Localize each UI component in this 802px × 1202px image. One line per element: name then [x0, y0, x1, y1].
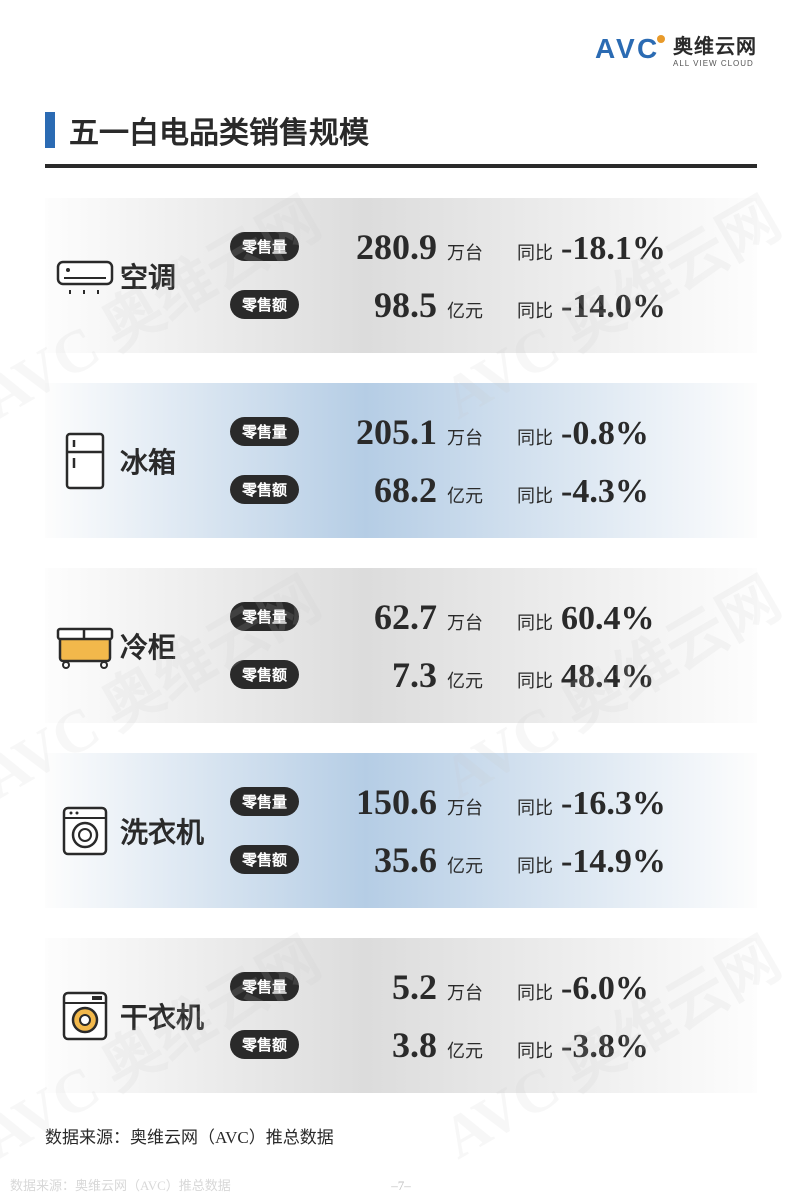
category-name: 干衣机	[120, 996, 230, 1036]
volume-yoy: -16.3%	[561, 785, 666, 823]
sales-unit: 亿元	[447, 852, 497, 878]
volume-value: 62.7	[307, 596, 437, 638]
yoy-label: 同比	[517, 852, 553, 878]
sales-unit: 亿元	[447, 297, 497, 323]
pill-volume: 零售量	[230, 602, 299, 631]
category-name: 冷柜	[120, 626, 230, 666]
page-number: –7–	[0, 1178, 802, 1194]
logo-mark-icon: A V C	[595, 32, 665, 66]
metrics: 零售量205.1万台同比-0.8%零售额68.2亿元同比-4.3%	[230, 411, 747, 511]
volume-value: 150.6	[307, 781, 437, 823]
volume-value: 205.1	[307, 411, 437, 453]
sales-value: 3.8	[307, 1024, 437, 1066]
yoy-label: 同比	[517, 239, 553, 265]
yoy-label: 同比	[517, 794, 553, 820]
category-name: 洗衣机	[120, 811, 230, 851]
volume-unit: 万台	[447, 609, 497, 635]
pill-volume: 零售量	[230, 972, 299, 1001]
title-marker	[45, 112, 55, 148]
sales-value: 35.6	[307, 839, 437, 881]
category-row: 冷柜零售量62.7万台同比60.4%零售额7.3亿元同比48.4%	[45, 568, 757, 723]
metrics: 零售量5.2万台同比-6.0%零售额3.8亿元同比-3.8%	[230, 966, 747, 1066]
sales-value: 98.5	[307, 284, 437, 326]
metric-sales: 零售额 68.2 亿元同比 -4.3%	[230, 469, 747, 511]
volume-unit: 万台	[447, 239, 497, 265]
category-row: 干衣机零售量5.2万台同比-6.0%零售额3.8亿元同比-3.8%	[45, 938, 757, 1093]
yoy-label: 同比	[517, 297, 553, 323]
category-name: 冰箱	[120, 441, 230, 481]
title-bar: 五一白电品类销售规模	[45, 108, 757, 152]
metrics: 零售量280.9万台同比-18.1%零售额98.5亿元同比-14.0%	[230, 226, 747, 326]
sales-yoy: -4.3%	[561, 473, 649, 511]
logo-en-text: ALL VIEW CLOUD	[673, 59, 757, 68]
category-name: 空调	[120, 256, 230, 296]
pill-sales: 零售额	[230, 660, 299, 689]
volume-unit: 万台	[447, 979, 497, 1005]
freezer-icon	[50, 623, 120, 669]
sales-value: 7.3	[307, 654, 437, 696]
volume-unit: 万台	[447, 794, 497, 820]
sales-yoy: -14.9%	[561, 843, 666, 881]
yoy-label: 同比	[517, 609, 553, 635]
yoy-label: 同比	[517, 482, 553, 508]
metric-sales: 零售额 7.3 亿元同比 48.4%	[230, 654, 747, 696]
sales-yoy: -14.0%	[561, 288, 666, 326]
pill-sales: 零售额	[230, 1030, 299, 1059]
pill-sales: 零售额	[230, 290, 299, 319]
yoy-label: 同比	[517, 424, 553, 450]
metric-volume: 零售量 62.7 万台同比 60.4%	[230, 596, 747, 638]
sales-unit: 亿元	[447, 667, 497, 693]
svg-text:V: V	[616, 33, 635, 64]
sales-yoy: -3.8%	[561, 1028, 649, 1066]
volume-value: 280.9	[307, 226, 437, 268]
pill-volume: 零售量	[230, 417, 299, 446]
pill-volume: 零售量	[230, 787, 299, 816]
volume-yoy: 60.4%	[561, 600, 655, 638]
page: A V C 奥维云网 ALL VIEW CLOUD 五一白电品类销售规模 空调零…	[0, 0, 802, 1202]
category-rows: 空调零售量280.9万台同比-18.1%零售额98.5亿元同比-14.0%冰箱零…	[45, 198, 757, 1093]
pill-sales: 零售额	[230, 845, 299, 874]
sales-unit: 亿元	[447, 1037, 497, 1063]
volume-yoy: -18.1%	[561, 230, 666, 268]
metric-sales: 零售额 3.8 亿元同比 -3.8%	[230, 1024, 747, 1066]
volume-unit: 万台	[447, 424, 497, 450]
pill-sales: 零售额	[230, 475, 299, 504]
metric-volume: 零售量 205.1 万台同比 -0.8%	[230, 411, 747, 453]
logo-cn-text: 奥维云网	[673, 36, 757, 58]
yoy-label: 同比	[517, 979, 553, 1005]
yoy-label: 同比	[517, 667, 553, 693]
category-row: 洗衣机零售量150.6万台同比-16.3%零售额35.6亿元同比-14.9%	[45, 753, 757, 908]
metric-volume: 零售量 5.2 万台同比 -6.0%	[230, 966, 747, 1008]
washer-icon	[50, 804, 120, 858]
divider	[45, 164, 757, 168]
metrics: 零售量62.7万台同比60.4%零售额7.3亿元同比48.4%	[230, 596, 747, 696]
logo: A V C 奥维云网 ALL VIEW CLOUD	[595, 30, 757, 68]
metric-volume: 零售量 280.9 万台同比 -18.1%	[230, 226, 747, 268]
sales-yoy: 48.4%	[561, 658, 655, 696]
volume-yoy: -6.0%	[561, 970, 649, 1008]
yoy-label: 同比	[517, 1037, 553, 1063]
metrics: 零售量150.6万台同比-16.3%零售额35.6亿元同比-14.9%	[230, 781, 747, 881]
metric-sales: 零售额 98.5 亿元同比 -14.0%	[230, 284, 747, 326]
category-row: 冰箱零售量205.1万台同比-0.8%零售额68.2亿元同比-4.3%	[45, 383, 757, 538]
category-row: 空调零售量280.9万台同比-18.1%零售额98.5亿元同比-14.0%	[45, 198, 757, 353]
source-text: 数据来源：奥维云网（AVC）推总数据	[45, 1123, 757, 1148]
svg-text:A: A	[595, 33, 615, 64]
page-title: 五一白电品类销售规模	[69, 108, 369, 152]
volume-yoy: -0.8%	[561, 415, 649, 453]
pill-volume: 零售量	[230, 232, 299, 261]
metric-volume: 零售量 150.6 万台同比 -16.3%	[230, 781, 747, 823]
metric-sales: 零售额 35.6 亿元同比 -14.9%	[230, 839, 747, 881]
volume-value: 5.2	[307, 966, 437, 1008]
ac-icon	[50, 256, 120, 296]
svg-text:C: C	[637, 33, 657, 64]
header: A V C 奥维云网 ALL VIEW CLOUD	[45, 30, 757, 108]
sales-unit: 亿元	[447, 482, 497, 508]
sales-value: 68.2	[307, 469, 437, 511]
dryer-icon	[50, 989, 120, 1043]
fridge-icon	[50, 432, 120, 490]
